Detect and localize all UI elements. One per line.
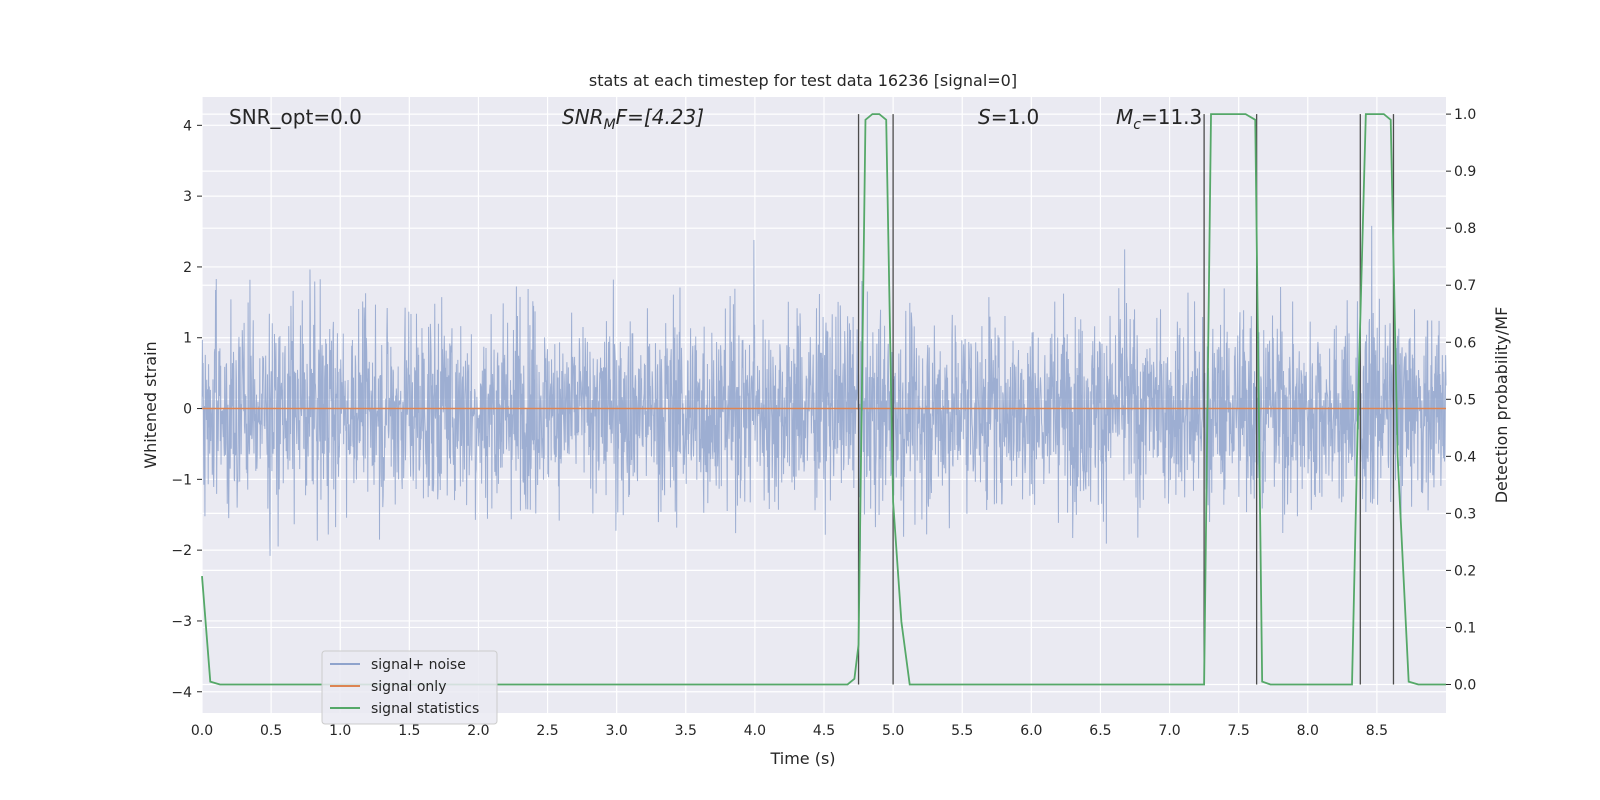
y-tick-label: −4 xyxy=(171,685,192,701)
left-axis-ticks: 4 3 2 1 0 −1 −2 −3 −4 xyxy=(171,118,202,701)
y-tick-label: 4 xyxy=(183,118,192,134)
x-tick-label: 5.5 xyxy=(951,723,973,739)
y-axis-label: Whitened strain xyxy=(141,341,160,468)
x-tick-label: 2.0 xyxy=(467,723,489,739)
x-tick-label: 0.0 xyxy=(191,723,213,739)
y-right-tick-label: 0.8 xyxy=(1454,221,1476,237)
y-tick-label: 2 xyxy=(183,260,192,276)
x-tick-label: 4.5 xyxy=(813,723,835,739)
annotation-mc-sub: c xyxy=(1133,117,1141,133)
x-tick-label: 2.5 xyxy=(536,723,558,739)
annotation-snr-mf-sub: M xyxy=(604,117,616,133)
y-right-tick-label: 0.1 xyxy=(1454,620,1476,636)
x-tick-label: 4.0 xyxy=(744,723,766,739)
annotation-snr-opt: SNR_opt=0.0 xyxy=(229,105,362,129)
x-tick-label: 1.5 xyxy=(398,723,420,739)
y-tick-label: −2 xyxy=(171,543,192,559)
y-right-tick-label: 0.3 xyxy=(1454,506,1476,522)
right-axis-ticks: 1.0 0.9 0.8 0.7 0.6 0.5 0.4 0.3 0.2 0.1 0.0 xyxy=(1446,107,1476,693)
x-tick-label: 3.5 xyxy=(675,723,697,739)
y-axis-right-label: Detection probability/MF xyxy=(1492,307,1511,504)
annotation-snr-mf: SNRMF=[4.23] xyxy=(562,105,704,133)
legend-label-signal-only: signal only xyxy=(371,679,446,695)
x-tick-label: 5.0 xyxy=(882,723,904,739)
legend: signal+ noise signal only signal statist… xyxy=(321,650,498,725)
y-tick-label: 0 xyxy=(183,402,192,418)
annotation-snr-mf-base: SNR xyxy=(562,105,604,129)
y-right-tick-label: 0.6 xyxy=(1454,335,1476,351)
y-right-tick-label: 0.2 xyxy=(1454,563,1476,579)
annotation-s-rest: =1.0 xyxy=(991,105,1040,129)
signal-noise-series xyxy=(201,225,1447,556)
legend-box xyxy=(321,650,498,725)
x-tick-label: 1.0 xyxy=(329,723,351,739)
y-tick-label: −1 xyxy=(171,472,192,488)
y-tick-label: 3 xyxy=(183,189,192,205)
annotation-s-base: S xyxy=(978,105,991,129)
x-tick-label: 7.5 xyxy=(1228,723,1250,739)
annotation-mc-base: M xyxy=(1116,105,1133,129)
y-right-tick-label: 0.0 xyxy=(1454,677,1476,693)
x-tick-label: 3.0 xyxy=(606,723,628,739)
annotation-mc-rest: =11.3 xyxy=(1141,105,1202,129)
x-axis-label: Time (s) xyxy=(769,749,835,768)
x-tick-label: 7.0 xyxy=(1158,723,1180,739)
chart-title: stats at each timestep for test data 162… xyxy=(589,71,1017,90)
y-tick-label: −3 xyxy=(171,614,192,630)
x-tick-label: 8.0 xyxy=(1297,723,1319,739)
signal-statistics-series xyxy=(201,113,1446,686)
x-tick-label: 6.5 xyxy=(1089,723,1111,739)
annotation-snr-mf-rest: F=[4.23] xyxy=(616,105,704,129)
x-axis-ticks: 0.0 0.5 1.0 1.5 2.0 2.5 3.0 3.5 4.0 4.5 5.0 5.5 6.0 6… xyxy=(191,723,1388,739)
y-right-tick-label: 0.4 xyxy=(1454,449,1476,465)
noise-trace xyxy=(201,225,1447,556)
x-tick-label: 6.0 xyxy=(1020,723,1042,739)
y-right-tick-label: 0.7 xyxy=(1454,278,1476,294)
annotation-s: S=1.0 xyxy=(978,105,1039,129)
y-right-tick-label: 0.5 xyxy=(1454,392,1476,408)
y-right-tick-label: 0.9 xyxy=(1454,164,1476,180)
legend-label-statistics: signal statistics xyxy=(371,701,479,717)
legend-label-noise: signal+ noise xyxy=(371,657,466,673)
x-tick-label: 8.5 xyxy=(1366,723,1388,739)
statistics-line xyxy=(201,113,1446,686)
y-right-tick-label: 1.0 xyxy=(1454,107,1476,123)
y-tick-label: 1 xyxy=(183,331,192,347)
annotation-mc: Mc=11.3 xyxy=(1116,105,1202,133)
x-tick-label: 0.5 xyxy=(260,723,282,739)
